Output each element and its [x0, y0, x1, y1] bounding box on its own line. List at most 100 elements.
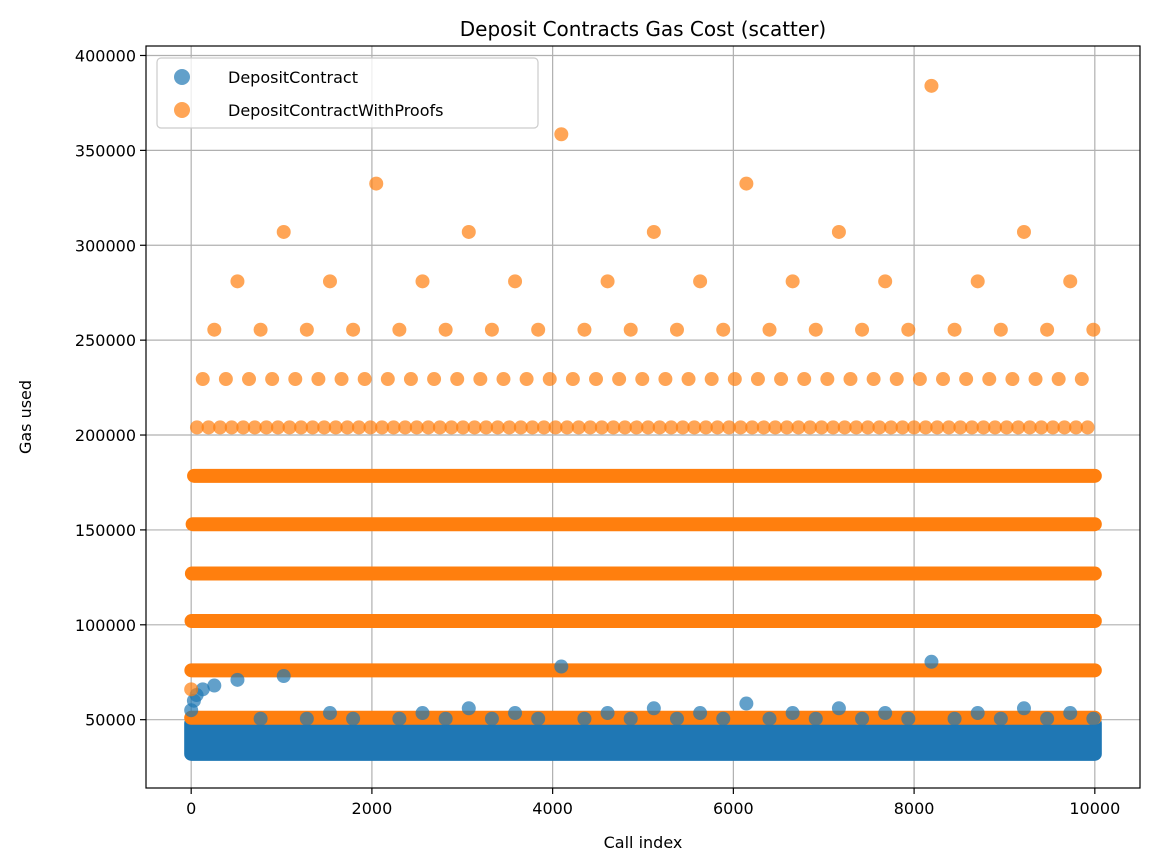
data-point-depositcontract: [415, 706, 430, 721]
data-point-depositcontractwithproofs: [461, 224, 476, 239]
tick-layer: 0 2000 4000 6000 8000 10000 50000 100000 150000 2…: [75, 46, 1120, 818]
data-point-depositcontractwithproofs: [1080, 420, 1095, 435]
data-point-depositcontractwithproofs: [508, 274, 523, 289]
data-point-depositcontract: [554, 659, 569, 674]
dense-band: [184, 716, 1102, 761]
data-point-depositcontract: [855, 711, 870, 726]
data-point-depositcontract: [808, 711, 823, 726]
dense-level: [184, 710, 1102, 725]
data-point-depositcontractwithproofs: [918, 420, 933, 435]
data-point-depositcontract: [346, 711, 361, 726]
data-point-depositcontract: [1086, 711, 1101, 726]
band-layer: [184, 468, 1102, 761]
data-point-depositcontractwithproofs: [218, 372, 233, 387]
data-point-depositcontractwithproofs: [982, 372, 997, 387]
data-point-depositcontractwithproofs: [484, 322, 499, 337]
data-point-depositcontract: [531, 711, 546, 726]
legend-box: [156, 57, 539, 129]
data-point-depositcontractwithproofs: [311, 372, 326, 387]
data-point-depositcontractwithproofs: [964, 420, 979, 435]
x-tick-label: 6000: [713, 799, 754, 818]
data-point-depositcontractwithproofs: [641, 420, 656, 435]
data-point-depositcontractwithproofs: [953, 420, 968, 435]
y-tick-label: 200000: [75, 426, 136, 445]
data-point-depositcontractwithproofs: [1057, 420, 1072, 435]
data-point-depositcontractwithproofs: [363, 420, 378, 435]
data-point-depositcontract: [299, 711, 314, 726]
data-point-depositcontractwithproofs: [398, 420, 413, 435]
data-point-depositcontractwithproofs: [687, 420, 702, 435]
data-point-depositcontractwithproofs: [294, 420, 309, 435]
data-point-depositcontractwithproofs: [1074, 372, 1089, 387]
data-point-depositcontractwithproofs: [334, 372, 349, 387]
data-point-depositcontractwithproofs: [1045, 420, 1060, 435]
data-point-depositcontractwithproofs: [901, 322, 916, 337]
data-point-depositcontractwithproofs: [525, 420, 540, 435]
dense-level: [187, 468, 1102, 483]
data-point-depositcontractwithproofs: [224, 420, 239, 435]
y-tick-label: 100000: [75, 616, 136, 635]
data-point-depositcontractwithproofs: [213, 420, 228, 435]
data-point-depositcontractwithproofs: [369, 176, 384, 191]
data-point-depositcontractwithproofs: [467, 420, 482, 435]
data-point-depositcontractwithproofs: [195, 372, 210, 387]
data-point-depositcontractwithproofs: [739, 176, 754, 191]
data-point-depositcontract: [785, 706, 800, 721]
legend: DepositContract DepositContractWithProof…: [156, 57, 539, 129]
data-point-depositcontractwithproofs: [959, 372, 974, 387]
data-point-depositcontractwithproofs: [265, 372, 280, 387]
data-point-depositcontractwithproofs: [282, 420, 297, 435]
data-point-depositcontractwithproofs: [664, 420, 679, 435]
data-point-depositcontractwithproofs: [322, 274, 337, 289]
data-point-depositcontractwithproofs: [716, 322, 731, 337]
y-tick-label: 150000: [75, 521, 136, 540]
data-point-depositcontractwithproofs: [722, 420, 737, 435]
data-point-depositcontractwithproofs: [490, 420, 505, 435]
data-point-depositcontract: [508, 706, 523, 721]
data-point-depositcontractwithproofs: [340, 420, 355, 435]
data-point-depositcontract: [484, 711, 499, 726]
data-point-depositcontractwithproofs: [629, 420, 644, 435]
data-point-depositcontractwithproofs: [288, 372, 303, 387]
data-point-depositcontractwithproofs: [733, 420, 748, 435]
data-point-depositcontractwithproofs: [519, 372, 534, 387]
data-point-depositcontractwithproofs: [936, 372, 951, 387]
data-point-depositcontractwithproofs: [276, 224, 291, 239]
y-axis-label: Gas used: [16, 380, 35, 454]
legend-label-depositcontract: DepositContract: [228, 68, 358, 87]
data-point-depositcontractwithproofs: [536, 420, 551, 435]
data-point-depositcontractwithproofs: [496, 372, 511, 387]
data-point-depositcontract: [207, 678, 222, 693]
data-point-depositcontractwithproofs: [421, 420, 436, 435]
data-point-depositcontractwithproofs: [415, 274, 430, 289]
data-point-depositcontractwithproofs: [577, 322, 592, 337]
data-point-depositcontractwithproofs: [317, 420, 332, 435]
data-point-depositcontractwithproofs: [617, 420, 632, 435]
chart-title: Deposit Contracts Gas Cost (scatter): [460, 17, 826, 41]
x-axis-label: Call index: [604, 833, 683, 852]
dense-level: [184, 663, 1102, 678]
data-point-depositcontractwithproofs: [646, 224, 661, 239]
data-point-depositcontractwithproofs: [548, 420, 563, 435]
data-point-depositcontractwithproofs: [652, 420, 667, 435]
data-point-depositcontractwithproofs: [1040, 322, 1055, 337]
data-point-depositcontractwithproofs: [184, 682, 199, 697]
data-point-depositcontract: [739, 696, 754, 711]
data-point-depositcontractwithproofs: [253, 322, 268, 337]
x-tick-label: 4000: [532, 799, 573, 818]
data-point-depositcontractwithproofs: [571, 420, 586, 435]
y-tick-label: 400000: [75, 46, 136, 65]
data-point-depositcontractwithproofs: [791, 420, 806, 435]
data-point-depositcontractwithproofs: [427, 372, 442, 387]
data-point-depositcontractwithproofs: [970, 274, 985, 289]
data-point-depositcontractwithproofs: [797, 372, 812, 387]
data-point-depositcontract: [993, 711, 1008, 726]
data-point-depositcontract: [623, 711, 638, 726]
data-point-depositcontractwithproofs: [988, 420, 1003, 435]
data-point-depositcontract: [901, 711, 916, 726]
data-point-depositcontractwithproofs: [542, 372, 557, 387]
data-point-depositcontractwithproofs: [941, 420, 956, 435]
x-tick-label: 8000: [894, 799, 935, 818]
data-point-depositcontractwithproofs: [675, 420, 690, 435]
